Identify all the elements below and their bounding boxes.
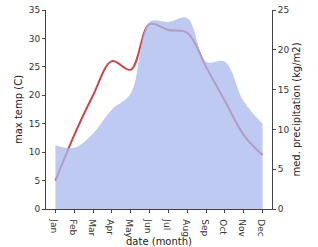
- svg-text:25: 25: [278, 5, 289, 15]
- svg-text:5: 5: [34, 176, 40, 186]
- svg-text:Sep: Sep: [200, 219, 210, 236]
- svg-text:date (month): date (month): [126, 236, 192, 247]
- svg-text:20: 20: [29, 90, 41, 100]
- svg-text:med. precipitation (kg/m2): med. precipitation (kg/m2): [291, 42, 302, 176]
- svg-text:Apr: Apr: [105, 219, 115, 235]
- svg-text:Jul: Jul: [162, 218, 172, 230]
- svg-text:10: 10: [29, 147, 41, 157]
- svg-text:Jun: Jun: [143, 218, 153, 233]
- svg-text:35: 35: [29, 5, 40, 15]
- svg-text:10: 10: [278, 125, 290, 135]
- svg-text:Dec: Dec: [256, 219, 266, 236]
- svg-text:0: 0: [278, 204, 284, 214]
- svg-text:30: 30: [29, 34, 41, 44]
- svg-text:Aug: Aug: [181, 219, 191, 237]
- svg-text:max temp (C): max temp (C): [13, 75, 24, 144]
- svg-text:15: 15: [278, 85, 289, 95]
- svg-text:15: 15: [29, 119, 40, 129]
- svg-text:5: 5: [278, 164, 284, 174]
- svg-text:Oct: Oct: [218, 219, 228, 235]
- svg-text:Nov: Nov: [237, 219, 247, 237]
- svg-text:Mar: Mar: [87, 219, 97, 236]
- svg-text:Feb: Feb: [68, 219, 78, 235]
- svg-text:0: 0: [34, 204, 40, 214]
- svg-text:20: 20: [278, 45, 290, 55]
- svg-text:25: 25: [29, 62, 40, 72]
- svg-text:Jan: Jan: [49, 218, 59, 233]
- svg-text:May: May: [124, 219, 134, 238]
